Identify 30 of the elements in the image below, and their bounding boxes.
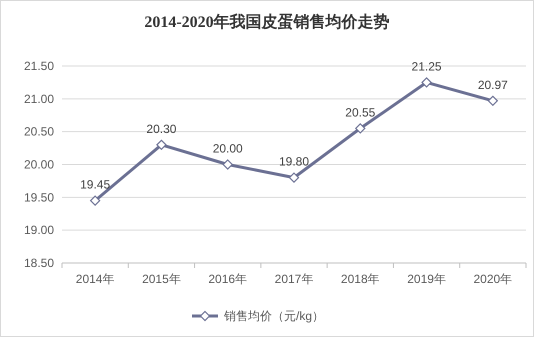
- y-tick-label: 19.00: [24, 223, 54, 238]
- y-tick-label: 19.50: [24, 190, 54, 204]
- data-label: 20.30: [146, 122, 177, 136]
- y-tick-label: 20.50: [24, 124, 54, 139]
- data-label: 19.45: [80, 178, 110, 192]
- data-label: 19.80: [278, 154, 310, 169]
- data-label: 20.00: [212, 142, 244, 156]
- legend-label: 销售均价（元/kg）: [223, 309, 324, 323]
- data-label: 20.97: [478, 78, 508, 92]
- data-label: 20.55: [345, 105, 376, 120]
- point: [222, 159, 233, 170]
- x-tick-label: 2018年: [340, 272, 380, 286]
- y-tick-label: 21.00: [24, 92, 54, 106]
- x-tick-label: 2019年: [407, 272, 446, 286]
- point: [421, 77, 432, 88]
- y-tick-label: 18.50: [24, 256, 54, 270]
- point: [156, 140, 167, 150]
- x-tick-label: 2014年: [76, 272, 114, 286]
- point: [488, 96, 498, 106]
- y-tick-label: 20.00: [24, 158, 54, 172]
- x-tick-label: 2020年: [474, 272, 512, 286]
- x-tick-label: 2015年: [142, 272, 181, 286]
- x-tick-label: 2016年: [208, 272, 248, 286]
- point: [288, 172, 300, 183]
- x-tick-label: 2017年: [274, 272, 314, 286]
- y-tick-label: 21.50: [24, 59, 54, 73]
- point: [355, 123, 366, 134]
- chart-title: 2014-2020年我国皮蛋销售均价走势: [144, 13, 390, 31]
- point: [90, 196, 100, 206]
- data-label: 21.25: [412, 59, 442, 74]
